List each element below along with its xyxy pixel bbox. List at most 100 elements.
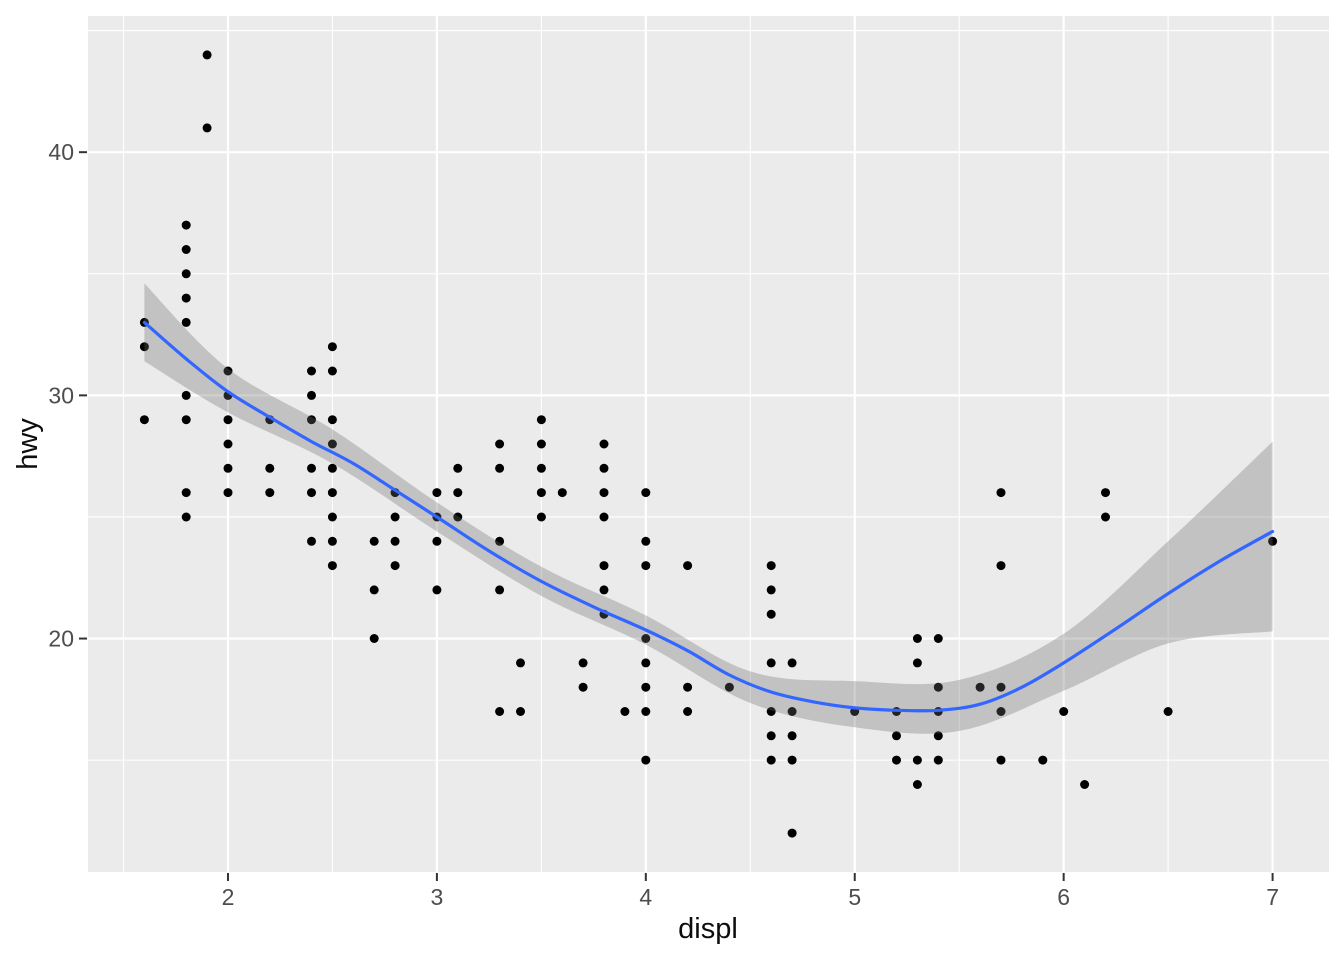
y-tick-label: 20 [48, 626, 74, 652]
scatter-point [390, 512, 400, 522]
scatter-point [683, 707, 693, 716]
scatter-point [181, 390, 191, 400]
scatter-point [1059, 707, 1069, 716]
scatter-point [495, 536, 505, 546]
scatter-point [307, 463, 316, 473]
scatter-point [327, 561, 337, 571]
scatter-point [223, 463, 233, 473]
scatter-point [912, 658, 922, 668]
scatter-point [327, 342, 337, 352]
scatter-point [307, 390, 316, 400]
scatter-point [536, 512, 546, 522]
scatter-point [327, 415, 337, 425]
scatter-point [453, 512, 463, 522]
scatter-point [307, 415, 316, 425]
scatter-point [432, 536, 442, 546]
scatter-point [933, 682, 943, 692]
scatter-point [1268, 536, 1278, 546]
scatter-point [369, 585, 379, 595]
scatter-point [139, 342, 149, 352]
y-axis-title: hwy [12, 418, 44, 470]
scatter-point [641, 561, 651, 571]
scatter-point [912, 634, 922, 643]
scatter-point [265, 488, 275, 498]
scatter-point [578, 682, 588, 692]
scatter-point [453, 463, 463, 473]
scatter-point [536, 439, 546, 449]
scatter-point [683, 682, 693, 692]
scatter-point [223, 439, 233, 449]
scatter-point [996, 488, 1006, 498]
scatter-point [996, 755, 1006, 765]
scatter-point [369, 634, 379, 643]
scatter-point [327, 488, 337, 498]
y-tick-label: 30 [48, 382, 74, 408]
scatter-point [599, 585, 609, 595]
scatter-point [390, 536, 400, 546]
scatter-point [787, 755, 797, 765]
scatter-point [599, 439, 609, 449]
scatter-point [307, 366, 316, 376]
scatter-point [453, 488, 463, 498]
scatter-point [766, 561, 776, 571]
x-tick-label: 3 [431, 884, 444, 910]
scatter-point [892, 731, 901, 741]
scatter-point [181, 220, 191, 230]
scatter-point [912, 755, 922, 765]
x-tick-label: 4 [639, 884, 652, 910]
scatter-point [578, 658, 588, 668]
scatter-point [787, 707, 797, 716]
scatter-point [223, 488, 233, 498]
x-tick-label: 7 [1266, 884, 1279, 910]
scatter-point [599, 463, 609, 473]
scatter-point [265, 463, 275, 473]
scatter-point [181, 488, 191, 498]
scatter-point [933, 634, 943, 643]
scatter-point [975, 682, 985, 692]
scatter-point [307, 488, 316, 498]
scatter-point [516, 658, 525, 668]
scatter-point [724, 682, 734, 692]
scatter-point [536, 463, 546, 473]
x-axis-title: displ [678, 913, 738, 945]
scatter-point [432, 488, 442, 498]
scatter-point [996, 561, 1006, 571]
scatter-point [641, 658, 651, 668]
scatter-point [599, 488, 609, 498]
scatter-point [599, 561, 609, 571]
x-tick-label: 5 [848, 884, 861, 910]
scatter-point [787, 658, 797, 668]
scatter-point [599, 512, 609, 522]
scatter-point [641, 536, 651, 546]
scatter-point [1038, 755, 1048, 765]
scatter-point [536, 415, 546, 425]
scatter-point [495, 463, 505, 473]
scatter-point [181, 269, 191, 279]
scatter-point [996, 707, 1006, 716]
scatter-point [536, 488, 546, 498]
scatter-point [996, 682, 1006, 692]
scatter-point [933, 731, 943, 741]
scatter-point [181, 415, 191, 425]
scatter-point [327, 366, 337, 376]
scatter-point [641, 682, 651, 692]
scatter-point [495, 707, 505, 716]
scatter-point [1101, 512, 1110, 522]
scatter-point [620, 707, 630, 716]
smooth-line [142, 320, 1275, 713]
scatter-point [202, 50, 212, 60]
scatter-point [912, 780, 922, 789]
scatter-point [390, 561, 400, 571]
scatter-point [787, 731, 797, 741]
scatter-point [683, 561, 693, 571]
scatter-point [495, 585, 505, 595]
plot-panel [88, 16, 1329, 872]
scatter-point [933, 755, 943, 765]
scatter-point [307, 536, 316, 546]
scatter-point [139, 415, 149, 425]
scatter-point [181, 512, 191, 522]
x-tick-label: 2 [222, 884, 235, 910]
scatter-point [327, 439, 337, 449]
scatter-point [766, 609, 776, 619]
